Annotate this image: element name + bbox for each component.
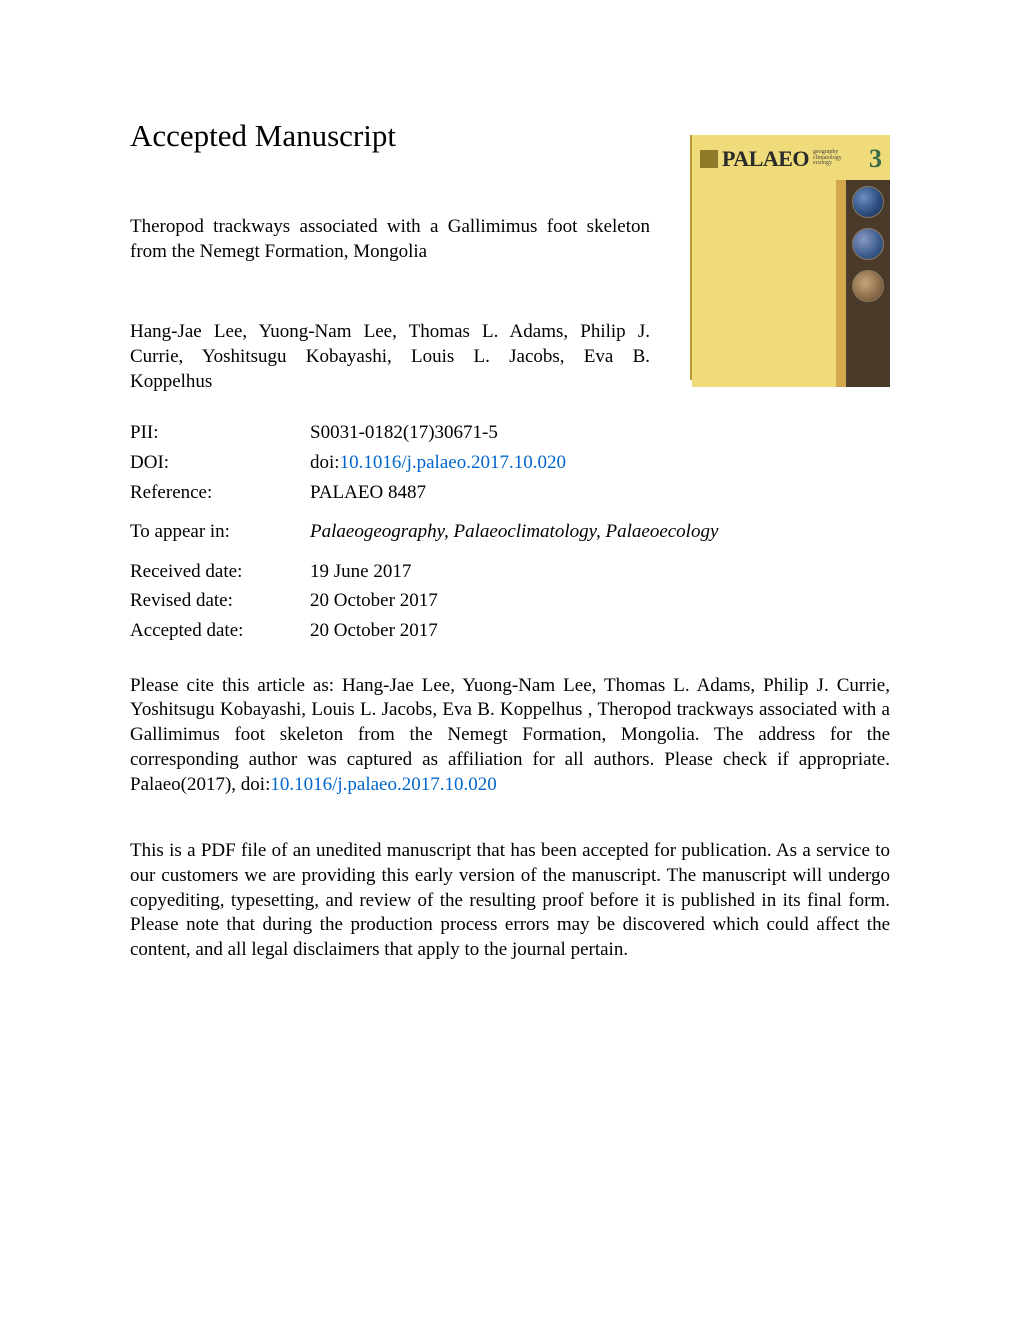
meta-row-appear: To appear in: Palaeogeography, Palaeocli… (130, 519, 890, 545)
cover-body (692, 180, 890, 387)
cover-left-panel (692, 180, 836, 387)
reference-value: PALAEO 8487 (310, 480, 890, 506)
article-title: Theropod trackways associated with a Gal… (130, 215, 650, 264)
disclaimer-paragraph: This is a PDF file of an unedited manusc… (130, 839, 890, 962)
accepted-label: Accepted date: (130, 618, 310, 644)
meta-row-received: Received date: 19 June 2017 (130, 559, 890, 585)
revised-value: 20 October 2017 (310, 588, 890, 614)
meta-row-accepted: Accepted date: 20 October 2017 (130, 618, 890, 644)
doi-value: doi:10.1016/j.palaeo.2017.10.020 (310, 450, 890, 476)
reference-label: Reference: (130, 480, 310, 506)
cover-right-panel (846, 180, 890, 387)
cover-issue-number: 3 (869, 141, 882, 176)
received-label: Received date: (130, 559, 310, 585)
meta-row-reference: Reference: PALAEO 8487 (130, 480, 890, 506)
pii-label: PII: (130, 420, 310, 446)
accepted-value: 20 October 2017 (310, 618, 890, 644)
page-heading: Accepted Manuscript (130, 115, 650, 157)
meta-row-pii: PII: S0031-0182(17)30671-5 (130, 420, 890, 446)
appear-label: To appear in: (130, 519, 310, 545)
revised-label: Revised date: (130, 588, 310, 614)
meta-row-revised: Revised date: 20 October 2017 (130, 588, 890, 614)
publisher-tree-icon (700, 150, 718, 168)
citation-paragraph: Please cite this article as: Hang-Jae Le… (130, 674, 890, 797)
citation-doi-link[interactable]: 10.1016/j.palaeo.2017.10.020 (270, 774, 496, 795)
citation-text: Please cite this article as: Hang-Jae Le… (130, 675, 890, 795)
fossil-icon (852, 270, 884, 302)
article-authors: Hang-Jae Lee, Yuong-Nam Lee, Thomas L. A… (130, 320, 650, 394)
cover-header: PALAEO geography climatology ecology 3 (692, 135, 890, 180)
cover-stripe (836, 180, 846, 387)
doi-label: DOI: (130, 450, 310, 476)
journal-cover-thumbnail: PALAEO geography climatology ecology 3 (690, 135, 890, 380)
header-row: Accepted Manuscript Theropod trackways a… (130, 115, 890, 394)
appear-journal-name: Palaeogeography, Palaeoclimatology, Pala… (310, 521, 718, 542)
metadata-table: PII: S0031-0182(17)30671-5 DOI: doi:10.1… (130, 420, 890, 643)
received-value: 19 June 2017 (310, 559, 890, 585)
doi-link[interactable]: 10.1016/j.palaeo.2017.10.020 (340, 452, 566, 473)
appear-value: Palaeogeography, Palaeoclimatology, Pala… (310, 519, 890, 545)
globe-icon (852, 186, 884, 218)
cover-journal-label: PALAEO (722, 144, 809, 174)
cover-subtitle-box: geography climatology ecology (813, 150, 843, 166)
header-left-column: Accepted Manuscript Theropod trackways a… (130, 115, 650, 394)
meta-row-doi: DOI: doi:10.1016/j.palaeo.2017.10.020 (130, 450, 890, 476)
pii-value: S0031-0182(17)30671-5 (310, 420, 890, 446)
globe-icon (852, 228, 884, 260)
doi-prefix: doi: (310, 452, 340, 473)
cover-sub3: ecology (813, 161, 843, 166)
